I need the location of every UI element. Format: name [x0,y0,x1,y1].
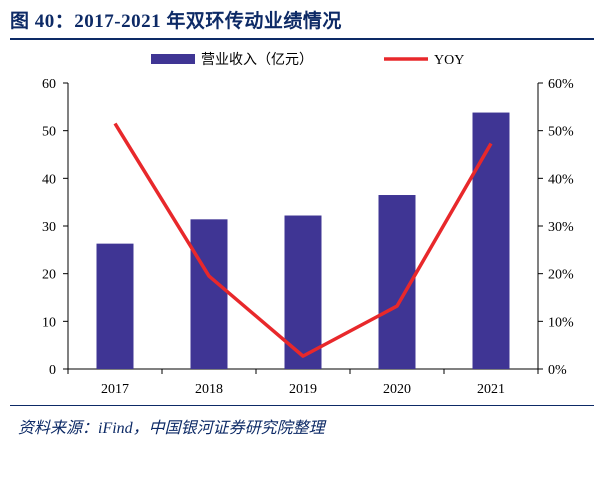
right-tick-label: 40% [548,172,574,187]
legend: 营业收入（亿元） YOY [151,52,464,68]
revenue-bar [96,243,134,369]
figure-title: 图 40：2017-2021 年双环传动业绩情况 [10,11,342,32]
x-tick-label: 2020 [383,382,411,397]
left-tick-label: 30 [42,220,56,235]
x-tick-label: 2019 [289,382,317,397]
legend-label-revenue: 营业收入（亿元） [201,52,313,68]
right-tick-label: 30% [548,220,574,235]
axes: 0 0% 10 10% 20 20% 30 30% 40 40% 50 50% 60 60% 2017 201… [42,77,574,397]
right-tick-label: 10% [548,315,574,330]
source-note: 资料来源：iFind，中国银河证券研究院整理 [18,420,325,437]
left-tick-label: 40 [42,172,56,187]
source-divider [10,405,594,406]
revenue-bar [472,112,510,369]
bar-series [96,112,510,369]
x-tick-label: 2017 [101,382,129,397]
legend-swatch-revenue [151,54,195,64]
right-tick-label: 0% [548,363,567,378]
right-tick-label: 50% [548,125,574,140]
left-tick-label: 50 [42,125,56,140]
right-tick-label: 20% [548,268,574,283]
title-divider [10,38,594,40]
revenue-yoy-chart: 营业收入（亿元） YOY 0 0% 10 10% 20 20% 30 30% 40 40% 50 50%… [42,52,574,397]
x-tick-label: 2021 [477,382,505,397]
left-tick-label: 0 [49,363,56,378]
left-tick-label: 10 [42,315,56,330]
left-tick-label: 60 [42,77,56,92]
right-tick-label: 60% [548,77,574,92]
line-series [113,122,493,358]
x-tick-label: 2018 [195,382,223,397]
left-tick-label: 20 [42,268,56,283]
legend-label-yoy: YOY [434,53,464,68]
revenue-bar [190,219,228,369]
